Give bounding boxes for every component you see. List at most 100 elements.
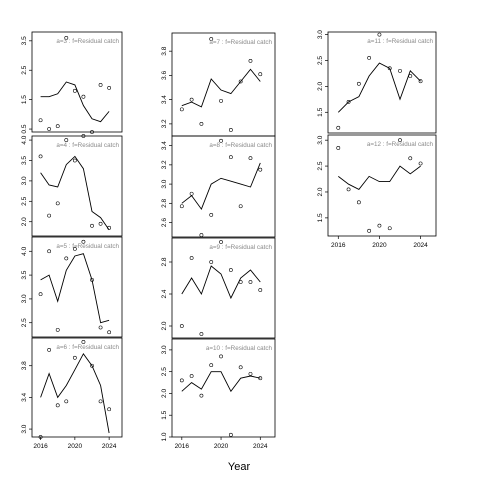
observed-point [258, 288, 263, 292]
panel-frame [31, 135, 123, 237]
y-tick-label: 3.0 [317, 135, 324, 144]
y-tick-label: 3.0 [21, 424, 28, 433]
y-tick-label: 1.5 [21, 95, 28, 104]
y-tick-label: 3.2 [161, 160, 168, 169]
observed-point [367, 228, 372, 233]
panel-frame [327, 134, 437, 237]
y-tick-label: 2.5 [21, 65, 28, 74]
observed-point [107, 407, 112, 412]
y-tick-label: 2.5 [161, 367, 168, 376]
y-tick-label: 3.4 [161, 141, 168, 150]
observed-point [72, 88, 77, 93]
observed-point [199, 121, 204, 126]
observed-point [90, 277, 94, 282]
observed-point [189, 374, 194, 378]
observed-point [81, 94, 86, 99]
panel-label: a=8 : f=Residual catch [209, 142, 272, 149]
observed-point [418, 161, 423, 166]
observed-point [228, 128, 233, 132]
observed-point [98, 399, 103, 404]
y-tick-label: 3.0 [21, 176, 28, 185]
panel-label: a=12 : f=Residual catch [367, 141, 434, 148]
y-tick-label: 1.0 [161, 432, 168, 441]
y-tick-label: 2.5 [317, 56, 324, 65]
fitted-line [338, 165, 421, 190]
panel-frame [171, 32, 276, 137]
panel: 1.5 2.0 2.5 3.0 2016 2020 2024 a=12 : f=Residua… [317, 134, 437, 249]
observed-point [55, 201, 60, 206]
observed-point [107, 225, 112, 230]
panel: 2.5 3.0 3.5 4.0 a=5 : f=Residual catch [21, 236, 123, 338]
panel-label: a=11 : f=Residual catch [367, 38, 433, 45]
y-tick-label: 2.0 [161, 389, 168, 398]
panel-label: a=10 : f=Residual catch [206, 345, 273, 352]
observed-point [98, 83, 103, 87]
observed-point [38, 154, 43, 159]
observed-point [228, 432, 233, 437]
observed-point [38, 118, 43, 123]
observed-point [179, 107, 184, 112]
observed-point [377, 223, 382, 228]
panel-label: a=7 : f=Residual catch [209, 39, 272, 46]
observed-point [219, 354, 223, 359]
x-tick-label: 2016 [331, 242, 346, 249]
panel-label: a=5 : f=Residual catch [56, 243, 119, 250]
y-tick-label: 2.0 [161, 321, 168, 330]
y-tick-label: 2.0 [21, 217, 28, 226]
observed-point [336, 146, 341, 150]
y-tick-label: 1.5 [317, 213, 324, 222]
observed-point [179, 204, 184, 209]
fitted-line [40, 81, 110, 123]
x-tick-label: 2020 [68, 443, 83, 450]
observed-point [189, 191, 194, 196]
y-tick-label: 2.5 [21, 318, 28, 327]
observed-point [346, 187, 351, 192]
observed-point [81, 340, 86, 344]
observed-point [189, 97, 194, 102]
y-tick-label: 3.5 [21, 270, 28, 279]
observed-point [189, 256, 194, 260]
y-tick-label: 0.5 [21, 124, 28, 133]
x-tick-label: 2024 [253, 443, 268, 450]
observed-point [238, 280, 243, 284]
observed-point [238, 79, 243, 84]
observed-point [387, 66, 392, 71]
y-tick-label: 3.6 [161, 71, 168, 80]
observed-point [248, 58, 253, 63]
observed-point [398, 138, 402, 143]
y-tick-label: 3.5 [21, 36, 28, 45]
panel-frame [327, 31, 437, 134]
observed-point [107, 330, 112, 335]
observed-point [47, 127, 52, 131]
observed-point [107, 85, 112, 90]
observed-point [228, 268, 233, 272]
observed-point [72, 355, 77, 360]
observed-point [248, 156, 253, 161]
panel-frame [171, 338, 276, 438]
panel-frame [31, 236, 123, 338]
panel-frame [31, 31, 123, 133]
observed-point [55, 327, 60, 332]
fitted-line [181, 371, 261, 393]
panel: 2.0 2.4 2.8 a=9 : f=Residual catch [161, 237, 276, 339]
observed-point [219, 138, 223, 143]
y-tick-label: 3.8 [21, 361, 28, 370]
observed-point [248, 280, 253, 284]
y-tick-label: 3.8 [161, 46, 168, 55]
y-tick-label: 3.4 [161, 95, 168, 104]
observed-point [72, 247, 77, 251]
observed-point [179, 324, 184, 328]
observed-point [238, 365, 243, 370]
y-tick-label: 3.0 [317, 30, 324, 39]
observed-point [418, 79, 423, 84]
y-tick-label: 3.4 [21, 393, 28, 402]
observed-point [81, 239, 86, 244]
panel-label: a=3 : f=Residual catch [56, 38, 119, 45]
observed-point [64, 256, 69, 261]
y-tick-label: 4.0 [21, 135, 28, 144]
observed-point [408, 74, 413, 78]
observed-point [377, 32, 382, 37]
observed-point [387, 226, 392, 231]
observed-point [38, 435, 43, 439]
